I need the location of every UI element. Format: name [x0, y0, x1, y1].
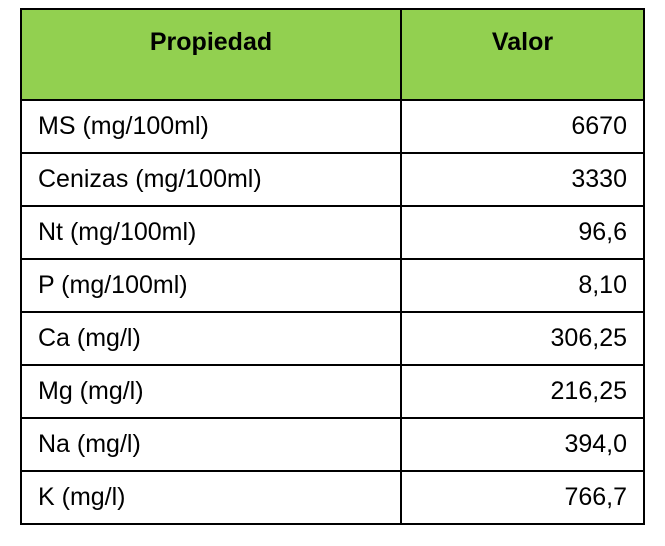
- value-cell: 96,6: [400, 205, 645, 260]
- table-row: Cenizas (mg/100ml) 3330: [20, 152, 645, 207]
- value-cell: 394,0: [400, 417, 645, 472]
- table-body: MS (mg/100ml) 6670 Cenizas (mg/100ml) 3330 N…: [20, 99, 645, 525]
- header-cell: Valor: [400, 8, 645, 101]
- table-row: Ca (mg/l) 306,25: [20, 311, 645, 366]
- table-row: MS (mg/100ml) 6670: [20, 99, 645, 154]
- value-cell: 8,10: [400, 258, 645, 313]
- property-cell: Nt (mg/100ml): [20, 205, 402, 260]
- property-cell: Mg (mg/l): [20, 364, 402, 419]
- property-cell: Ca (mg/l): [20, 311, 402, 366]
- table-row: Nt (mg/100ml) 96,6: [20, 205, 645, 260]
- value-cell: 766,7: [400, 470, 645, 525]
- table-row: K (mg/l) 766,7: [20, 470, 645, 525]
- property-cell: P (mg/100ml): [20, 258, 402, 313]
- value-cell: 306,25: [400, 311, 645, 366]
- value-cell: 216,25: [400, 364, 645, 419]
- property-cell: Cenizas (mg/100ml): [20, 152, 402, 207]
- value-cell: 6670: [400, 99, 645, 154]
- data-table: Propiedad Valor MS (mg/100ml) 6670 Cenizas…: [20, 8, 645, 525]
- table-row: P (mg/100ml) 8,10: [20, 258, 645, 313]
- property-cell: K (mg/l): [20, 470, 402, 525]
- table-row: Mg (mg/l) 216,25: [20, 364, 645, 419]
- value-cell: 3330: [400, 152, 645, 207]
- header-row: Propiedad Valor: [20, 8, 645, 101]
- table-row: Na (mg/l) 394,0: [20, 417, 645, 472]
- property-cell: MS (mg/100ml): [20, 99, 402, 154]
- property-cell: Na (mg/l): [20, 417, 402, 472]
- header-cell: Propiedad: [20, 8, 402, 101]
